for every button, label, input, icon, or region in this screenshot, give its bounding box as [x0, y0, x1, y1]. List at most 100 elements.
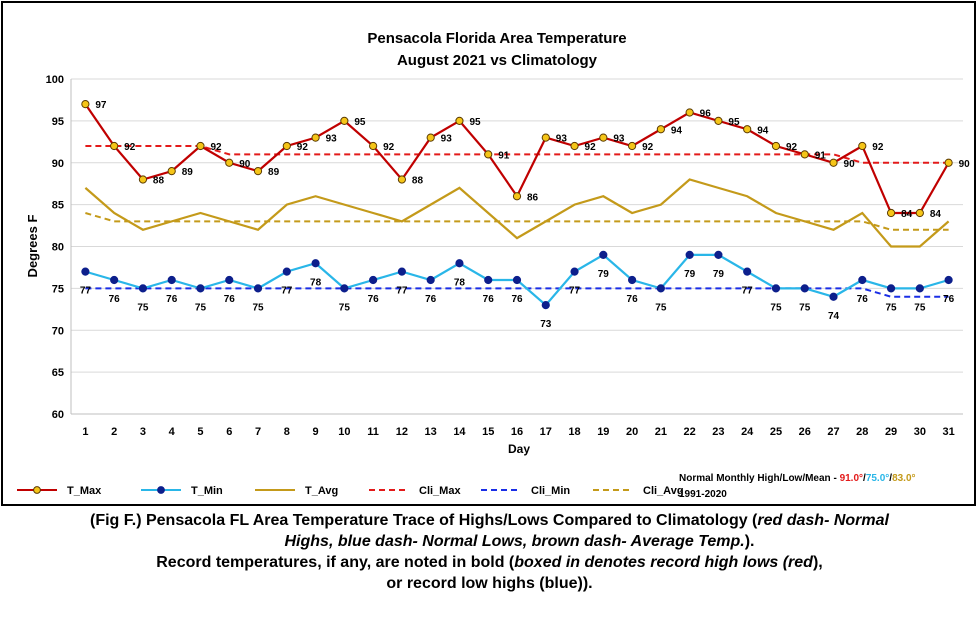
- data-point-t-min: [426, 275, 435, 285]
- data-label-t-min: 73: [540, 319, 552, 330]
- climatology-period: 1991-2020: [679, 489, 727, 500]
- data-point-t-max: [599, 133, 608, 142]
- data-point-t-min: [541, 301, 550, 310]
- data-label-t-max: 92: [872, 142, 884, 153]
- data-label-t-max: 92: [297, 142, 309, 153]
- x-tick-label: 19: [597, 426, 609, 438]
- data-point-t-min: [685, 250, 694, 259]
- data-label-t-max: 88: [412, 176, 424, 187]
- y-axis-label: Degrees F: [25, 215, 40, 278]
- data-point-t-min: [340, 284, 349, 293]
- data-label-t-min: 77: [569, 286, 581, 297]
- caption-line-1: (Fig F.) Pensacola FL Area Temperature T…: [0, 510, 979, 531]
- x-tick-label: 27: [827, 426, 839, 438]
- data-point-t-min: [225, 275, 234, 285]
- x-tick-label: 16: [511, 426, 523, 438]
- caption-line-3-text: Record temperatures, if any, are noted i…: [156, 554, 515, 571]
- data-label-t-min: 76: [943, 294, 955, 305]
- y-tick-label: 95: [52, 116, 64, 128]
- data-point-t-max: [800, 150, 809, 159]
- data-point-t-min: [570, 267, 579, 276]
- x-tick-label: 11: [367, 426, 379, 438]
- data-point-t-min: [858, 275, 867, 285]
- data-label-t-min: 75: [770, 302, 782, 313]
- data-label-t-min: 76: [368, 294, 380, 305]
- data-point-t-min: [829, 292, 838, 301]
- x-tick-label: 23: [712, 426, 724, 438]
- caption-line-4: or record low highs (blue)).: [0, 573, 979, 594]
- data-label-t-min: 76: [627, 294, 639, 305]
- x-tick-label: 20: [626, 426, 638, 438]
- data-label-t-min: 77: [396, 286, 408, 297]
- x-tick-label: 10: [338, 426, 350, 438]
- data-point-t-max: [253, 167, 263, 176]
- data-label-t-max: 92: [383, 142, 395, 153]
- note-sep-2: /: [889, 473, 892, 484]
- x-tick-label: 14: [453, 426, 466, 438]
- data-point-t-max: [167, 167, 176, 176]
- note-high: 91.0°: [840, 473, 863, 484]
- legend-label: T_Min: [191, 485, 223, 497]
- data-point-t-min: [484, 275, 493, 285]
- data-label-t-max: 91: [498, 150, 510, 161]
- x-tick-label: 8: [284, 426, 290, 438]
- data-point-t-min: [743, 267, 752, 276]
- x-tick-label: 4: [169, 426, 176, 438]
- grid-layer: [71, 78, 963, 415]
- data-point-t-max: [771, 141, 781, 151]
- caption-line-3: Record temperatures, if any, are noted i…: [0, 552, 979, 573]
- data-label-t-min: 75: [799, 302, 811, 313]
- x-tick-label: 12: [396, 426, 408, 438]
- data-label-t-max: 89: [182, 167, 194, 178]
- caption-line-2-end: ).: [744, 533, 755, 550]
- data-label-t-max: 88: [153, 176, 165, 187]
- x-tick-label: 26: [799, 426, 811, 438]
- x-axis-label: Day: [508, 442, 530, 456]
- data-point-t-max: [311, 133, 320, 142]
- data-point-t-max: [369, 141, 378, 151]
- data-point-t-min: [311, 259, 320, 268]
- caption-line-1-italic: red dash- Normal: [757, 512, 889, 529]
- series-layer: [81, 100, 953, 310]
- data-point-t-min: [599, 250, 608, 259]
- data-point-t-min: [110, 275, 119, 285]
- x-tick-label: 15: [482, 426, 494, 438]
- data-point-t-max: [484, 150, 493, 159]
- climatology-note: Normal Monthly High/Low/Mean - 91.0°/75.…: [679, 473, 916, 484]
- y-tick-label: 70: [52, 325, 64, 337]
- y-tick-label: 65: [52, 367, 64, 379]
- x-tick-label: 30: [914, 426, 926, 438]
- legend-label: Cli_Avg: [643, 485, 684, 497]
- data-label-t-max: 93: [556, 134, 568, 145]
- note-prefix: Normal Monthly High/Low/Mean -: [679, 473, 840, 484]
- data-point-t-min: [714, 250, 723, 259]
- data-point-t-max: [426, 133, 435, 142]
- data-label-t-max: 90: [239, 159, 251, 170]
- legend-label: T_Avg: [305, 485, 338, 497]
- data-point-t-max: [541, 133, 550, 142]
- legend-label: T_Max: [67, 485, 102, 497]
- data-point-t-max: [685, 108, 694, 117]
- data-label-t-max: 93: [326, 134, 338, 145]
- data-label-t-min: 75: [137, 302, 149, 313]
- data-point-t-min: [944, 275, 953, 285]
- data-point-t-max: [743, 125, 752, 134]
- data-label-t-min: 74: [828, 311, 840, 322]
- data-point-t-max: [915, 208, 924, 218]
- data-label-t-min: 75: [886, 302, 898, 313]
- series-line-cli-min: [85, 287, 949, 298]
- x-tick-label: 3: [140, 426, 146, 438]
- data-point-t-max: [656, 125, 665, 134]
- y-tick-label: 60: [52, 409, 64, 421]
- data-point-t-min: [81, 267, 90, 276]
- x-tick-label: 25: [770, 426, 782, 438]
- data-point-t-max: [512, 192, 522, 201]
- y-tick-label: 75: [52, 283, 64, 295]
- data-point-t-max: [858, 141, 867, 151]
- data-point-t-min: [369, 275, 378, 285]
- note-mean: 83.0°: [892, 473, 915, 484]
- data-point-t-max: [627, 141, 637, 151]
- data-label-t-min: 77: [742, 286, 754, 297]
- data-point-t-min: [167, 275, 176, 285]
- data-label-t-max: 93: [613, 134, 625, 145]
